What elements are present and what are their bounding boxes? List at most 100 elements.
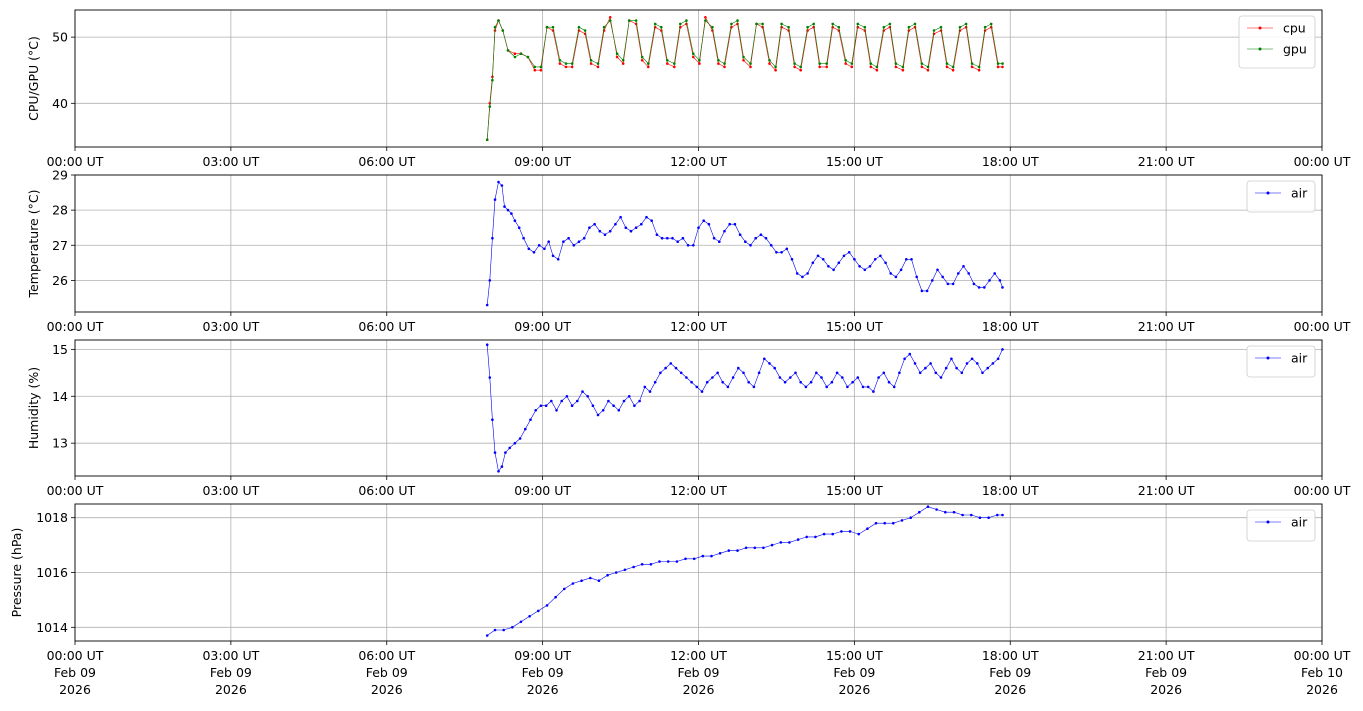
data-point-gpu — [589, 59, 593, 62]
data-point-gpu — [939, 25, 943, 29]
data-point-gpu — [685, 19, 688, 22]
x-tick-label: 18:00 UT — [982, 483, 1039, 498]
data-point-cpu — [513, 52, 517, 55]
data-point-air — [840, 530, 843, 533]
data-point-air — [877, 376, 880, 379]
data-point-air — [684, 557, 687, 561]
data-point-cpu — [850, 65, 854, 69]
data-point-air — [597, 579, 601, 582]
data-point-cpu — [640, 59, 644, 62]
data-point-air — [586, 395, 589, 398]
data-point-air — [806, 272, 809, 275]
data-point-air — [710, 554, 713, 558]
data-point-gpu — [539, 65, 543, 69]
data-point-air — [899, 268, 903, 272]
data-point-air — [619, 215, 622, 219]
legend-label-air: air — [1291, 351, 1308, 366]
x-tick-label: 2026 — [1306, 682, 1338, 697]
data-point-air — [571, 582, 575, 585]
data-point-air — [757, 371, 761, 375]
x-tick-label: 21:00 UT — [1138, 154, 1195, 169]
data-point-gpu — [497, 19, 500, 22]
data-point-air — [775, 251, 778, 254]
x-tick-label: 2026 — [59, 682, 91, 697]
panel-3: 13 14 15 Humidity (%) 00:00 UT 03:00 UT 06:00 … — [26, 339, 1351, 498]
data-point-air — [981, 371, 984, 375]
data-point-air — [517, 226, 521, 229]
data-point-air — [749, 244, 752, 247]
data-point-cpu — [615, 55, 619, 59]
data-point-air — [827, 265, 830, 268]
data-point-air — [866, 527, 869, 530]
legend-box — [1246, 509, 1316, 542]
data-point-air — [944, 510, 947, 514]
data-point-air — [801, 275, 804, 279]
data-point-gpu — [698, 59, 701, 62]
data-point-air — [726, 385, 730, 389]
data-point-gpu — [983, 25, 987, 29]
data-point-air — [614, 571, 618, 574]
data-point-air — [675, 560, 679, 563]
data-point-air — [830, 380, 834, 384]
legend-label-cpu: cpu — [1283, 21, 1306, 36]
data-point-gpu — [793, 62, 796, 65]
data-point-air — [889, 272, 892, 275]
x-tick-label: 00:00 UT — [1294, 648, 1351, 663]
data-point-air — [961, 513, 964, 517]
data-point-cpu — [768, 62, 771, 65]
data-point-air — [944, 366, 948, 370]
data-point-cpu — [901, 68, 905, 72]
data-point-air — [655, 233, 659, 236]
x-tick-label: 09:00 UT — [514, 319, 571, 334]
data-point-air — [648, 390, 652, 393]
data-point-gpu — [913, 22, 917, 26]
data-point-air — [660, 236, 664, 240]
data-point-gpu — [989, 22, 993, 26]
data-point-gpu — [850, 62, 854, 65]
data-point-air — [764, 236, 768, 240]
data-point-air — [853, 258, 856, 261]
data-point-air — [671, 236, 674, 240]
data-point-air — [658, 560, 661, 563]
data-point-air — [783, 380, 787, 384]
panel-2: 26 27 28 29 Temperature (°C) 00:00 UT 03:00 UT… — [26, 168, 1351, 335]
data-point-air — [556, 258, 560, 261]
data-point-cpu — [666, 62, 669, 65]
x-tick-label: Feb 09 — [989, 665, 1031, 680]
legend: cpu gpu — [1238, 15, 1316, 69]
x-tick-label: 03:00 UT — [202, 648, 259, 663]
y-axis-label: Temperature (°C) — [26, 190, 41, 299]
data-point-cpu — [869, 65, 873, 69]
data-point-cpu — [558, 62, 562, 65]
data-point-air — [842, 254, 846, 258]
data-point-air — [493, 198, 497, 201]
data-point-air — [545, 604, 549, 607]
data-point-cpu — [589, 62, 593, 65]
data-point-air — [733, 222, 737, 226]
data-point-air — [695, 385, 699, 389]
data-point-air — [503, 205, 506, 208]
data-point-air — [679, 371, 683, 375]
data-point-gpu — [621, 59, 625, 62]
x-tick-label: 06:00 UT — [358, 648, 415, 663]
x-tick-label: 21:00 UT — [1138, 648, 1195, 663]
data-point-air — [485, 303, 489, 307]
data-point-air — [908, 352, 912, 356]
data-point-air — [491, 236, 494, 240]
x-tick-label: 18:00 UT — [982, 154, 1039, 169]
data-point-air — [589, 576, 592, 580]
data-point-cpu — [818, 65, 821, 69]
data-point-air — [588, 226, 591, 229]
data-point-air — [837, 261, 841, 265]
data-point-air — [681, 236, 685, 240]
data-point-air — [763, 357, 766, 361]
data-point-gpu — [996, 62, 1000, 65]
x-tick-label: 00:00 UT — [47, 648, 104, 663]
data-point-cpu — [742, 59, 745, 62]
y-tick-label: 26 — [52, 273, 68, 288]
data-point-air — [996, 513, 999, 517]
data-point-air — [712, 236, 716, 240]
y-tick-label: 29 — [52, 168, 68, 183]
data-point-gpu — [907, 25, 911, 29]
